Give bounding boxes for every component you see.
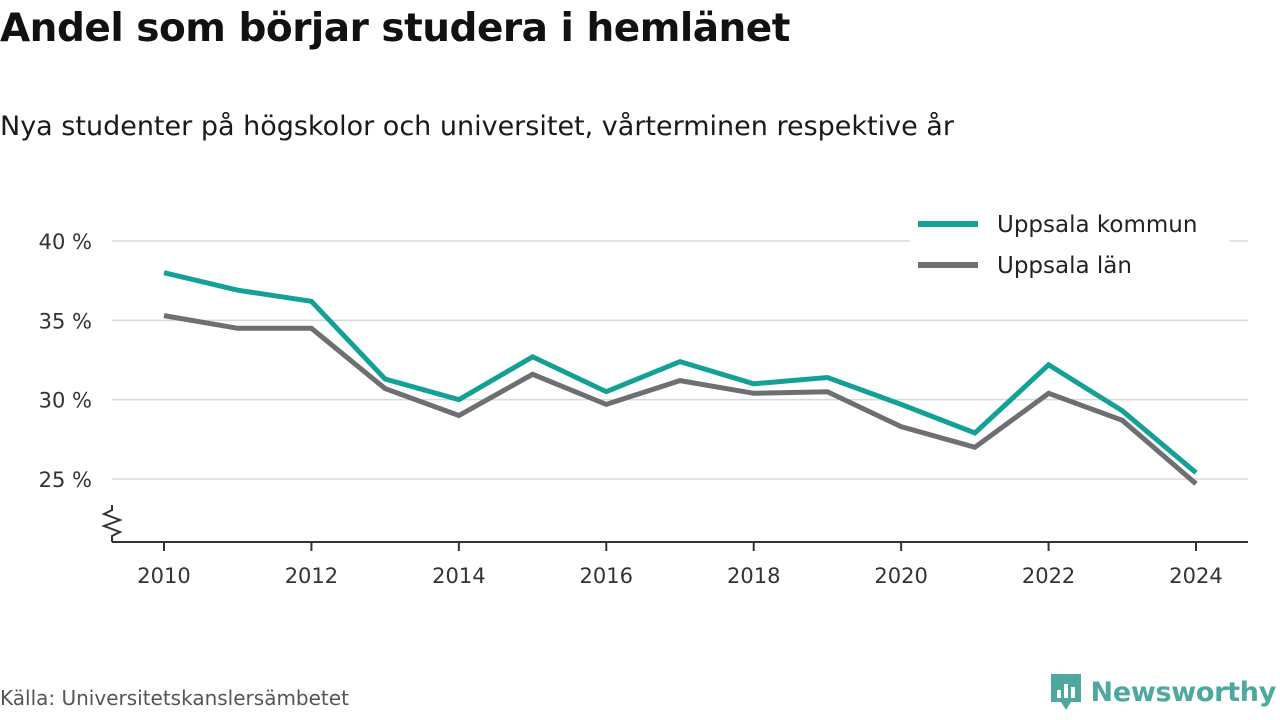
y-tick-label: 30 % [39,389,92,413]
x-tick-label: 2018 [727,564,780,588]
legend-background [910,205,1230,293]
legend: Uppsala kommun Uppsala län [910,205,1230,293]
source-note: Källa: Universitetskanslersämbetet [0,686,349,710]
x-tick-label: 2024 [1169,564,1222,588]
brand-name: Newsworthy [1090,676,1277,708]
x-tick-label: 2012 [285,564,338,588]
newsworthy-logo-icon [1050,674,1081,710]
x-tick-label: 2022 [1022,564,1075,588]
x-tick-label: 2014 [432,564,485,588]
chart-title: Andel som börjar studera i hemlänet [0,6,790,51]
y-tick-label: 40 % [39,230,92,254]
legend-label: Uppsala län [997,253,1132,279]
x-tick-label: 2010 [137,564,190,588]
axes: 25 % 30 % 35 % 40 % 2010 2012 2014 2016 2018 2020… [39,230,1248,588]
axis-break-icon [101,505,123,542]
x-tick-label: 2016 [580,564,633,588]
y-tick-label: 25 % [39,468,92,492]
series-line-uppsala-kommun [163,270,1198,475]
series-lines [163,270,1198,486]
brand-logo: Newsworthy [1049,672,1276,712]
y-tick-label: 35 % [39,309,92,333]
legend-label: Uppsala kommun [997,212,1197,238]
x-tick-label: 2020 [874,564,927,588]
chart-subtitle: Nya studenter på högskolor och universit… [0,111,954,142]
